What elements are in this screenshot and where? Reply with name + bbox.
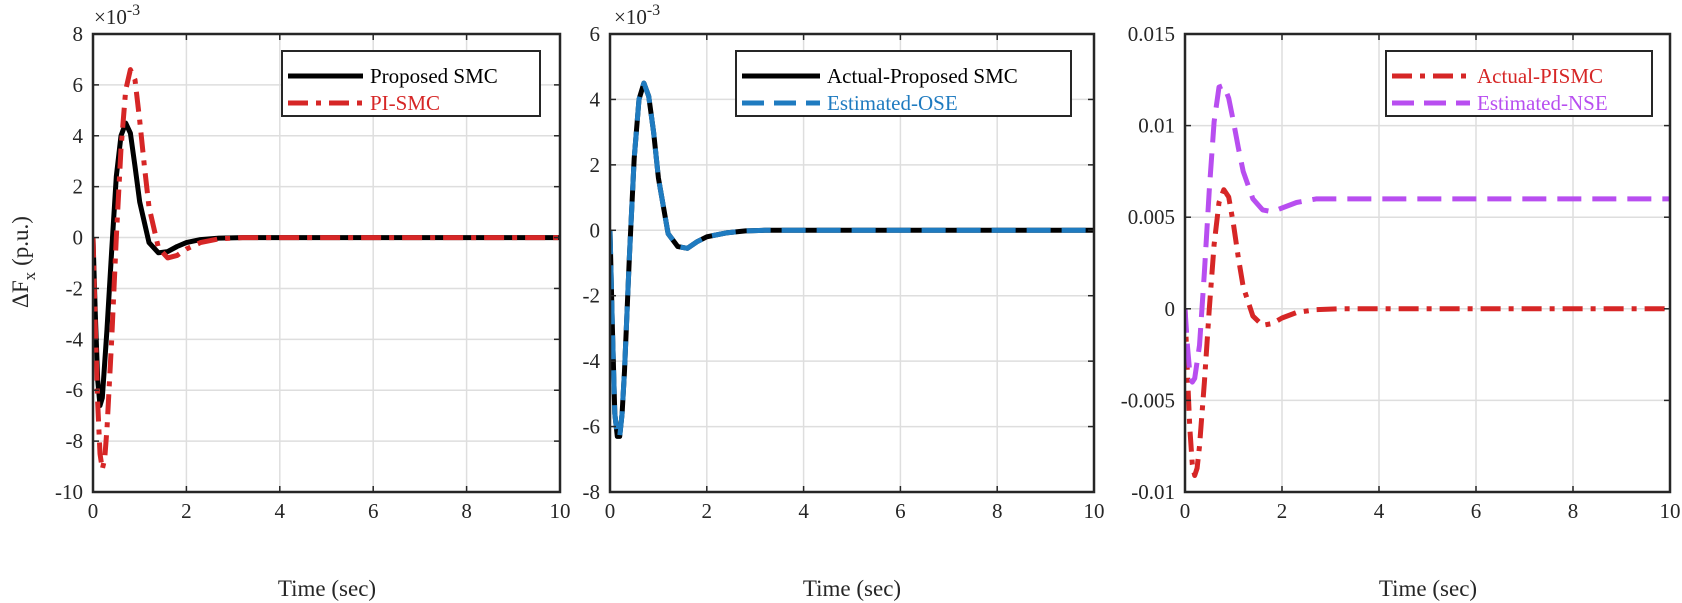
chart-panel-3: 0 2 4 6 8 10 -0.01 -0.005 0 0.005 0.01 0.015 Time (…: [1121, 22, 1681, 601]
y-tick-label: 6: [73, 73, 84, 97]
y-tick-label: -8: [66, 429, 84, 453]
y-tick-label: 8: [73, 22, 84, 46]
legend-label-proposed-smc: Proposed SMC: [370, 64, 498, 88]
series-line-actual-pismc: [1185, 187, 1670, 478]
x-tick-label: 10: [1660, 499, 1681, 523]
axis-exponent: ×10-3: [94, 2, 140, 29]
x-tick-label: 6: [895, 499, 906, 523]
y-axis-label-main: ΔF: [8, 280, 33, 308]
x-axis-label: Time (sec): [803, 576, 901, 601]
y-axis-label: ΔFx (p.u.): [8, 216, 39, 308]
chart-panel-1: 0 2 4 6 8 10 -10 -8 -6 -4 -2 0 2 4 6 8 Time (sec) ×10-3…: [55, 2, 571, 601]
y-tick-label: 0: [590, 218, 601, 242]
y-axis-label-unit: (p.u.): [8, 216, 33, 266]
legend-label-estimated-nse: Estimated-NSE: [1477, 91, 1608, 115]
axis-exponent-base: ×10: [614, 5, 647, 29]
y-tick-label: 0: [73, 226, 84, 250]
axis-exponent-power: -3: [647, 2, 660, 19]
y-tick-label: 6: [590, 22, 601, 46]
legend: Actual-PISMC Estimated-NSE: [1385, 50, 1653, 117]
x-tick-label: 8: [461, 499, 472, 523]
y-tick-label: 0.01: [1138, 114, 1175, 138]
axes-frame: [608, 32, 1096, 494]
x-tick-label: 0: [605, 499, 616, 523]
y-tick-label: 0.015: [1128, 22, 1175, 46]
y-tick-label: 0.005: [1128, 205, 1175, 229]
y-tick-label: -4: [66, 327, 84, 351]
y-tick-label: -10: [55, 480, 83, 504]
x-tick-label: 10: [550, 499, 571, 523]
y-tick-label: -2: [66, 276, 84, 300]
x-tick-label: 2: [1277, 499, 1288, 523]
series-line-estimated-nse: [1185, 82, 1670, 385]
chart-panel-2: 0 2 4 6 8 10 -8 -6 -4 -2 0 2 4 6 Time (sec) ×10-3 Act…: [583, 2, 1105, 601]
x-tick-label: 10: [1084, 499, 1105, 523]
y-tick-label: -8: [583, 480, 601, 504]
legend: Proposed SMC PI-SMC: [281, 50, 541, 117]
y-tick-label: -0.01: [1131, 480, 1175, 504]
axes-frame: [1183, 32, 1672, 494]
y-tick-label: -4: [583, 349, 601, 373]
y-tick-label: -6: [66, 378, 84, 402]
axis-exponent: ×10-3: [614, 2, 660, 29]
x-axis-label: Time (sec): [278, 576, 376, 601]
y-tick-label: 2: [590, 153, 601, 177]
legend: Actual-Proposed SMC Estimated-OSE: [735, 50, 1072, 117]
legend-label-actual-proposed-smc: Actual-Proposed SMC: [827, 64, 1018, 88]
axis-exponent-power: -3: [127, 2, 140, 19]
y-tick-label: 0: [1165, 297, 1176, 321]
y-tick-label: 2: [73, 175, 84, 199]
x-tick-label: 4: [798, 499, 809, 523]
y-tick-label: 4: [590, 87, 601, 111]
x-axis-label: Time (sec): [1379, 576, 1477, 601]
y-tick-label: -2: [583, 284, 601, 308]
y-tick-label: -6: [583, 415, 601, 439]
x-tick-label: 2: [702, 499, 713, 523]
series-line-estimated-ose: [610, 80, 1094, 439]
x-tick-label: 0: [1180, 499, 1191, 523]
axes-frame: [91, 32, 562, 494]
series-line-pi-smc: [93, 67, 560, 472]
legend-label-pi-smc: PI-SMC: [370, 91, 440, 115]
axis-exponent-base: ×10: [94, 5, 127, 29]
legend-box: [281, 50, 541, 117]
x-tick-label: 4: [1374, 499, 1385, 523]
x-tick-label: 8: [992, 499, 1003, 523]
y-tick-label: -0.005: [1121, 388, 1175, 412]
x-tick-label: 2: [181, 499, 192, 523]
x-tick-label: 0: [88, 499, 99, 523]
legend-label-estimated-ose: Estimated-OSE: [827, 91, 958, 115]
y-axis-label-sub: x: [20, 271, 39, 280]
x-tick-label: 6: [1471, 499, 1482, 523]
x-tick-label: 6: [368, 499, 379, 523]
y-tick-label: 4: [73, 124, 84, 148]
legend-label-actual-pismc: Actual-PISMC: [1477, 64, 1603, 88]
x-tick-label: 8: [1568, 499, 1579, 523]
x-tick-label: 4: [275, 499, 286, 523]
